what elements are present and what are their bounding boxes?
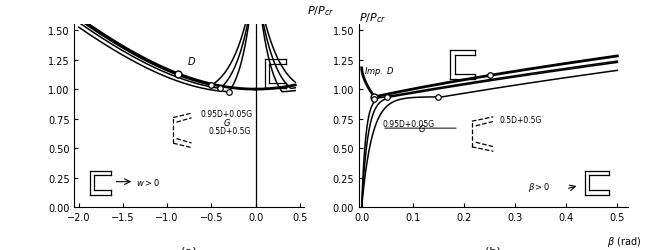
Text: $G$: $G$ [223, 116, 231, 127]
Text: $\beta >0$: $\beta >0$ [528, 180, 551, 193]
Text: 0.95D+0.05G: 0.95D+0.05G [201, 110, 253, 119]
Text: (a): (a) [181, 245, 197, 250]
Text: 0.5D+0.5G: 0.5D+0.5G [209, 126, 251, 135]
Text: $w >0$: $w >0$ [137, 177, 160, 188]
Text: $P/P_{cr}$: $P/P_{cr}$ [359, 11, 386, 25]
Text: $G$: $G$ [418, 122, 426, 134]
Text: $\beta$ (rad): $\beta$ (rad) [607, 234, 641, 248]
Text: $D$: $D$ [188, 55, 197, 67]
Text: (b): (b) [485, 245, 501, 250]
Text: 0.95D+0.05G: 0.95D+0.05G [382, 120, 434, 129]
Text: 0.5D+0.5G: 0.5D+0.5G [499, 116, 542, 125]
Text: $Imp.\ D$: $Imp.\ D$ [364, 64, 395, 77]
Text: $P/P_{cr}$: $P/P_{cr}$ [307, 4, 334, 18]
